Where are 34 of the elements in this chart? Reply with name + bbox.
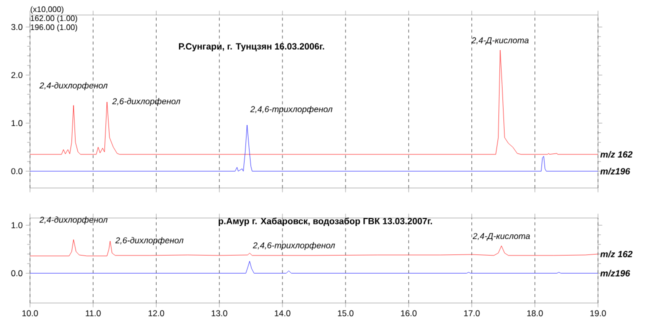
x-tick-label: 12.0 (148, 310, 164, 316)
x-tick-label: 15.0 (338, 310, 354, 316)
x-tick-label: 13.0 (212, 310, 228, 316)
annotation: 2,6-дихлорфенол (112, 98, 180, 106)
series-label: m/z196 (600, 270, 630, 277)
line-series (30, 261, 598, 274)
x-tick-label: 16.0 (401, 310, 417, 316)
x-tick-label: 11.0 (86, 310, 101, 316)
x-tick-label: 17.0 (464, 310, 480, 316)
series-label: m/z196 (600, 168, 630, 175)
line-series (30, 50, 598, 155)
x-tick-label: 18.0 (527, 310, 543, 316)
y-tick-label: 0.0 (11, 270, 22, 276)
text: Р.Сунгари, г. Тунцзян 16.03.2006г. (178, 43, 324, 52)
annotation: 2,6-дихлорфенол (115, 237, 184, 245)
annotation: 2,4,6-трихлорфенол (250, 106, 332, 114)
annotation: 2,4-Д-кислота (472, 233, 530, 241)
x-tick-label: 14.0 (274, 310, 290, 316)
line-series (30, 124, 598, 172)
annotation: 2,4,6-трихлорфенол (252, 242, 335, 250)
y-tick-label: 1.0 (12, 222, 22, 228)
y-tick-label: 1.0 (12, 120, 22, 126)
series-label: m/z 162 (600, 250, 632, 258)
y-tick-label: 0.0 (11, 168, 22, 174)
series-label: m/z 162 (600, 151, 632, 158)
line-series (30, 239, 598, 256)
x-tick-label: 10.0 (22, 310, 38, 316)
annotation: 2,4-Д-кислота (471, 37, 529, 45)
chart-title: р.Амур г. Хабаровск, водозабор ГВК 13.03.2007г. (218, 218, 432, 226)
annotation: 2,4-дихлорфенол (39, 82, 108, 90)
y-tick-label: 2.0 (11, 72, 22, 78)
y-tick-label: 3.0 (11, 24, 22, 30)
x-tick-label: 19.0 (590, 310, 606, 316)
annotation: 2,4-дихлорфенол (39, 216, 108, 224)
